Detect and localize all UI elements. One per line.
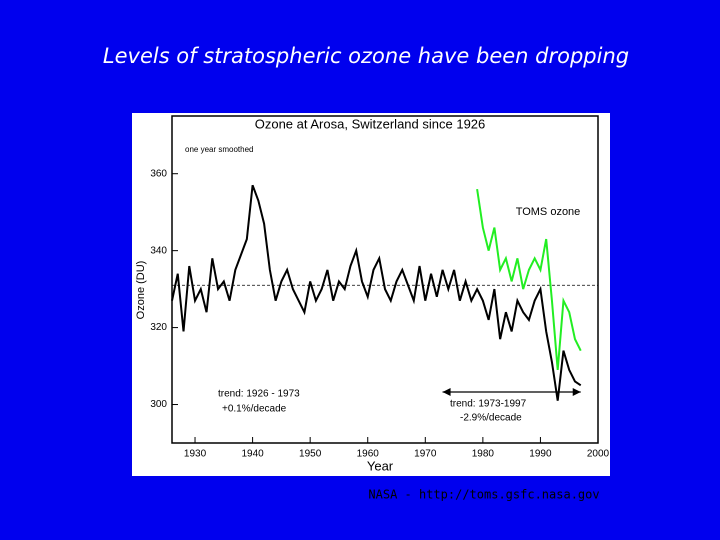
x-tick-label: 1970: [414, 449, 437, 460]
x-axis-label: Year: [367, 458, 394, 473]
annotation: +0.1%/decade: [222, 404, 287, 415]
x-tick-label: 2000: [587, 449, 610, 460]
chart-background: [132, 113, 610, 476]
series-line: [476, 188, 582, 370]
source: NASA - http://toms.gsfc.nasa.gov: [368, 488, 599, 502]
annotation: -2.9%/decade: [460, 413, 522, 424]
plot-frame: [171, 115, 599, 444]
y-tick-label: 300: [150, 399, 167, 410]
x-tick-label: 1930: [184, 449, 207, 460]
legend-label: TOMS ozone: [516, 206, 581, 218]
x-tick-label: 1950: [299, 449, 322, 460]
annotation: trend: 1973-1997: [450, 399, 527, 410]
y-tick-label: 340: [150, 245, 167, 256]
y-tick-label: 360: [150, 168, 167, 179]
y-tick-label: 320: [150, 322, 167, 333]
x-tick-label: 1960: [357, 449, 380, 460]
chart-subtitle: one year smoothed: [185, 145, 254, 154]
x-tick-label: 1940: [241, 449, 264, 460]
y-axis-label: Ozone (DU): [135, 261, 147, 320]
x-tick-label: 1990: [529, 449, 552, 460]
chart-title: Ozone at Arosa, Switzerland since 1926: [255, 116, 486, 131]
series-line: [171, 184, 582, 401]
slide-title: Levels of stratospheric ozone have been …: [103, 44, 629, 68]
annotation: trend: 1926 - 1973: [218, 389, 300, 400]
x-tick-label: 1980: [472, 449, 495, 460]
